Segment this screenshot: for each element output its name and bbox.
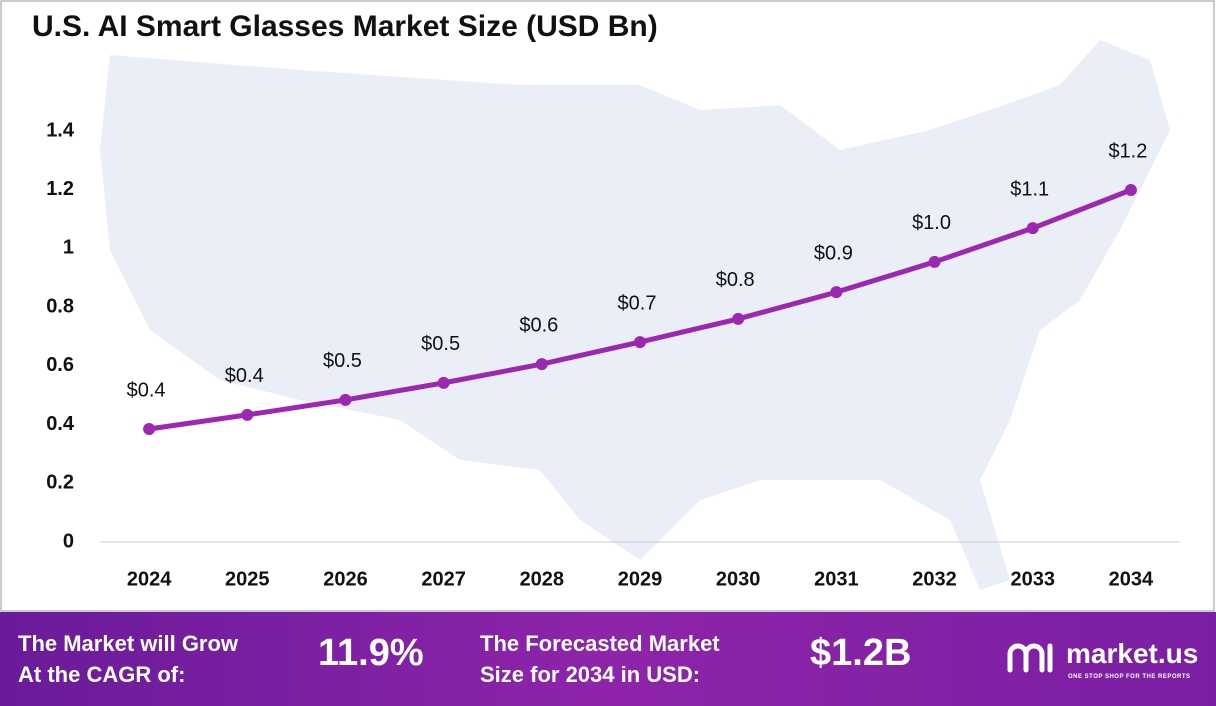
map-background bbox=[100, 40, 1170, 590]
y-tick-label: 0.2 bbox=[46, 472, 74, 494]
value-label: $1.0 bbox=[912, 212, 951, 234]
logo: market.us bbox=[1066, 638, 1199, 669]
value-label: $1.1 bbox=[1010, 178, 1049, 200]
text-line: At the CAGR of: bbox=[18, 662, 186, 687]
data-point bbox=[928, 255, 941, 268]
text-line: The Market will Grow bbox=[18, 631, 239, 656]
data-point bbox=[830, 286, 843, 299]
chart: U.S. AI Smart Glasses Market Size (USD B… bbox=[0, 0, 1215, 612]
data-point bbox=[339, 393, 352, 406]
tagline: ONE STOP SHOP FOR THE REPORTS bbox=[1068, 674, 1191, 680]
data-point bbox=[437, 376, 450, 389]
value-label: $0.5 bbox=[421, 333, 460, 355]
x-tick-label: 2026 bbox=[323, 568, 368, 590]
y-tick-label: 1.2 bbox=[46, 178, 74, 200]
chart-title: U.S. AI Smart Glasses Market Size (USD B… bbox=[32, 10, 658, 43]
value-label: $0.6 bbox=[519, 314, 558, 336]
forecast-value: $1.2B bbox=[810, 632, 912, 674]
x-tick-label: 2027 bbox=[421, 568, 466, 590]
x-tick-label: 2025 bbox=[225, 568, 270, 590]
cagr-value: 11.9% bbox=[318, 632, 424, 674]
value-label: $0.4 bbox=[225, 365, 264, 387]
y-tick-label: 0.6 bbox=[46, 354, 74, 376]
chart-border bbox=[0, 0, 1215, 612]
x-tick-label: 2034 bbox=[1109, 568, 1154, 590]
value-label: $0.7 bbox=[618, 292, 657, 314]
text-line: Size for 2034 in USD: bbox=[480, 662, 701, 687]
forecast-label: The Forecasted Market Size for 2034 in US… bbox=[480, 628, 720, 690]
y-tick-label: 0 bbox=[63, 530, 74, 552]
x-tick-label: 2032 bbox=[912, 568, 957, 590]
logo-icon bbox=[1007, 643, 1053, 673]
x-tick-label: 2029 bbox=[618, 568, 663, 590]
x-tick-label: 2028 bbox=[520, 568, 565, 590]
text-line: The Forecasted Market bbox=[480, 631, 720, 656]
data-point bbox=[535, 358, 548, 371]
data-point bbox=[241, 408, 254, 421]
value-label: $0.9 bbox=[814, 242, 853, 264]
data-point bbox=[634, 336, 646, 349]
data-point bbox=[1124, 184, 1137, 197]
x-tick-label: 2033 bbox=[1010, 568, 1055, 590]
y-tick-label: 1.4 bbox=[46, 119, 75, 141]
y-tick-label: 0.4 bbox=[46, 413, 75, 435]
data-point bbox=[143, 422, 156, 435]
y-tick-label: 1 bbox=[63, 237, 74, 259]
x-tick-label: 2030 bbox=[716, 568, 761, 590]
x-tick-label: 2031 bbox=[814, 568, 859, 590]
x-tick-label: 2024 bbox=[127, 568, 172, 590]
value-label: $0.5 bbox=[323, 350, 362, 372]
data-point bbox=[1026, 222, 1039, 235]
value-label: $0.8 bbox=[716, 269, 755, 291]
data-point bbox=[732, 312, 745, 325]
value-label: $1.2 bbox=[1108, 140, 1147, 162]
footer: The Market will Grow At the CAGR of: 11.9… bbox=[0, 612, 1216, 706]
cagr-label: The Market will Grow At the CAGR of: bbox=[18, 628, 238, 690]
y-tick-label: 0.8 bbox=[46, 295, 74, 317]
value-label: $0.4 bbox=[127, 379, 166, 401]
